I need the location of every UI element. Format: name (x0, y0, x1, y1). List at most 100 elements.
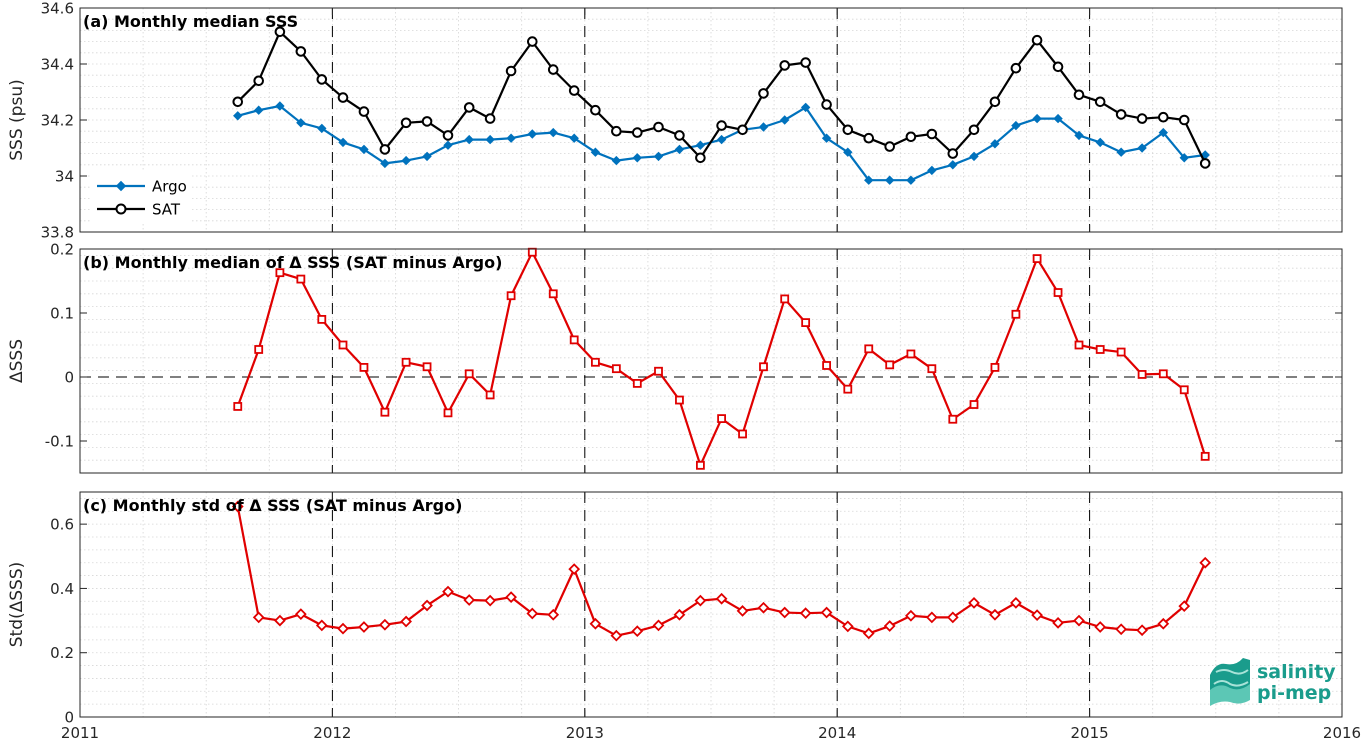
panel-a-argo-point (1032, 113, 1042, 124)
panel-a-sat-point (1031, 34, 1043, 46)
panel-a-sat-point (1094, 96, 1106, 108)
panel-a-argo-point (695, 140, 706, 150)
panel-c-delta-std-point (1199, 556, 1212, 569)
panel-a-argo-point (1011, 120, 1021, 131)
salinity-pi-mep-logo: salinity pi-mep (1210, 658, 1336, 706)
panel-a-sat-point (295, 46, 307, 57)
panel-b-year-dividers (80, 249, 1342, 473)
panel-c-delta-std-point (294, 608, 307, 621)
panel-a-sat-point (1010, 62, 1022, 74)
panel-c-delta-std-point (315, 619, 328, 632)
panel-b-delta-median-point (296, 274, 306, 284)
panel-b-delta-median-point (359, 362, 369, 372)
panel-a-sat-point (611, 125, 622, 137)
panel-b-delta-median-point (1158, 369, 1168, 379)
panel-c-delta-std-point (547, 608, 560, 621)
panel-c-delta-std-point (989, 608, 1001, 621)
panel-b-delta-median-point (990, 362, 1000, 372)
panel-a-argo-point (674, 144, 685, 155)
panel-b-delta-median-point (1137, 370, 1147, 379)
legend-argo-label: Argo (152, 178, 187, 196)
panel-a-argo-point (548, 127, 558, 138)
salinity-wave-logo-icon (1210, 658, 1250, 706)
panel-c-delta-std-point (231, 500, 244, 513)
panel-a-sat-point (1178, 114, 1190, 126)
x-tick-label: 2012 (313, 724, 351, 742)
panel-a-sat-point (1073, 89, 1085, 101)
panel-b-delta-median-point (275, 268, 285, 278)
panel-a-ticks: 33.8 34 34.2 34.4 34.6 (41, 0, 1343, 242)
panel-b-delta-median-point (1053, 288, 1063, 297)
panel-b-delta-median-point (485, 390, 495, 400)
panel-c-y-tick-label: 0.2 (50, 644, 74, 662)
logo-text-line1: salinity (1257, 661, 1336, 683)
panel-a-sat-point (800, 57, 811, 68)
panel-c-delta-std-point (274, 614, 286, 627)
panel-a-sat-point (358, 106, 370, 117)
panel-c-delta-std-point (379, 618, 391, 631)
panel-c-delta-std-point (400, 615, 412, 628)
panel-b-y-tick-label: -0.1 (45, 433, 74, 451)
panel-b-delta-median-point (780, 294, 790, 304)
panel-a-argo-point (275, 101, 285, 111)
panel-a-sat-point (484, 113, 496, 124)
panel-c-delta-std-point (1010, 597, 1022, 609)
panel-a-grid (79, 7, 1343, 233)
panel-a-sat-point (568, 85, 580, 96)
panel-c-delta-std-point (252, 611, 265, 624)
panel-b-delta-median-point (1179, 385, 1189, 395)
panel-b-delta-median-point (591, 357, 600, 367)
panel-c-delta-std-point (715, 592, 728, 605)
panel-a-y-tick-label: 33.8 (41, 224, 74, 242)
panel-a-sat-point (631, 127, 643, 138)
panel-b-y-tick-label: 0.2 (50, 241, 74, 259)
panel-c-delta-std-point (862, 627, 875, 640)
panel-a-sat-point (821, 99, 832, 110)
x-tick-label: 2016 (1323, 724, 1361, 742)
panel-b-delta-median-point (654, 366, 663, 376)
panel-c-delta-std-point (925, 611, 938, 624)
panel-b-series (233, 247, 1210, 470)
panel-a-series (232, 26, 1211, 185)
panel-a-sat-point (947, 148, 959, 159)
panel-a-year-dividers (331, 8, 1091, 232)
panel-c-delta-std-point (484, 594, 497, 607)
panel-c-delta-std-point (736, 605, 749, 617)
panel-a-argo-point (1074, 130, 1084, 141)
panel-b-delta-median-point (254, 345, 264, 354)
panel-b-delta-median-point (317, 314, 327, 324)
panel-b-delta-median-point (338, 340, 348, 350)
panel-c-delta-std-point (1136, 624, 1148, 637)
panel-c-delta-std-point (568, 563, 581, 576)
panel-a-argo-point (821, 133, 832, 143)
panel-c-delta-std-point (1094, 621, 1107, 633)
legend-sat-label: SAT (152, 201, 181, 219)
panel-a-sat-point (337, 92, 349, 103)
panel-c-delta-std-point (526, 607, 539, 620)
legend-sat-marker (115, 203, 127, 215)
legend-argo-marker (115, 180, 127, 192)
panel-a-argo-point (884, 175, 895, 185)
panel-a-argo-point (758, 122, 769, 132)
panel-a-sat-point (926, 128, 938, 140)
panel-a-y-tick-label: 34.4 (41, 56, 74, 74)
panel-a-sat-point (1136, 113, 1148, 124)
panel-c-delta-std-point (1052, 616, 1064, 629)
panel-c-delta-std-point (589, 617, 602, 630)
panel-a-sat-point (505, 65, 517, 77)
panel-c-series (231, 500, 1212, 642)
x-tick-label: 2015 (1071, 724, 1109, 742)
panel-a-argo-point (1137, 143, 1147, 153)
panel-a-argo-point (779, 115, 790, 125)
panel-a-sat-point (695, 152, 706, 164)
panel-a-sat-point (1115, 109, 1127, 120)
panel-c-delta-std-point (652, 619, 665, 632)
panel-c-delta-std-point (631, 625, 644, 638)
panel-a-sat-point (1052, 61, 1064, 73)
panel-a-argo-point (1095, 137, 1105, 148)
panel-b-delta-median-point (548, 289, 558, 299)
panel-c-y-tick-label: 0.6 (50, 516, 74, 534)
panel-b-delta-median-point (632, 378, 642, 388)
panel-b-delta-median-point (759, 362, 768, 372)
panel-a-argo-point (569, 133, 579, 143)
